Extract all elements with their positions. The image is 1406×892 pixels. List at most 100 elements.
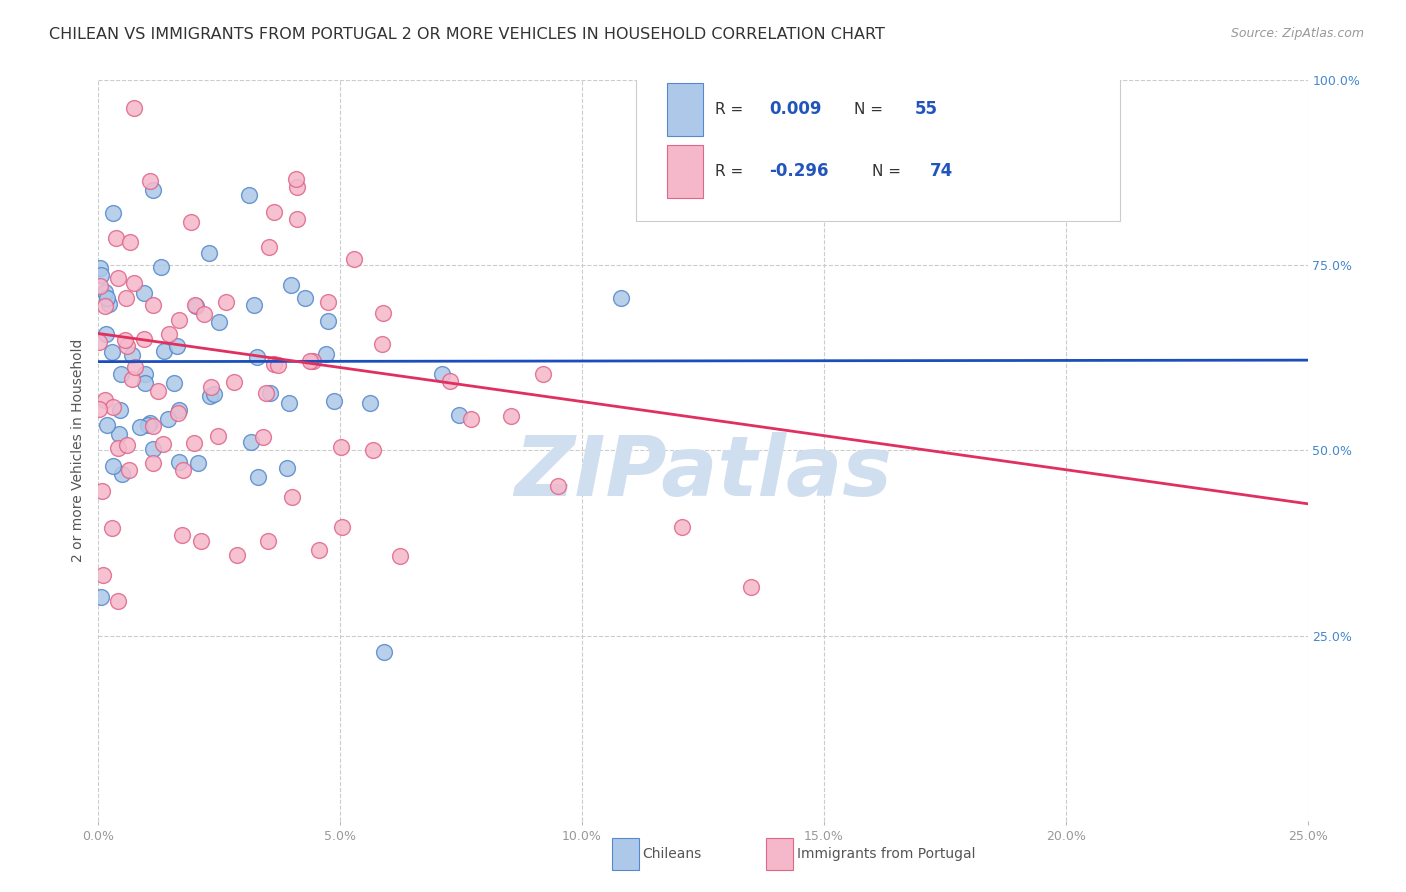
Point — [371, 306, 394, 320]
Point — [276, 461, 298, 475]
Point — [343, 252, 366, 266]
Point — [115, 438, 138, 452]
Point — [142, 442, 165, 456]
Point — [740, 580, 762, 594]
Point — [121, 348, 143, 362]
Point — [148, 384, 170, 398]
Point — [277, 395, 299, 409]
Point — [285, 211, 308, 226]
Point — [118, 463, 141, 477]
Point — [247, 470, 270, 484]
Point — [432, 367, 454, 381]
Point — [124, 276, 146, 290]
Point — [163, 376, 186, 391]
Point — [114, 333, 136, 347]
Text: R =: R = — [716, 164, 748, 178]
Point — [114, 291, 136, 305]
Point — [302, 353, 325, 368]
Point — [159, 327, 181, 342]
Point — [98, 297, 121, 311]
Point — [134, 376, 156, 390]
Point — [166, 406, 188, 420]
Point — [110, 402, 132, 417]
FancyBboxPatch shape — [637, 77, 1121, 221]
Point — [138, 174, 160, 188]
Point — [107, 593, 129, 607]
Point — [263, 205, 285, 219]
Point — [238, 188, 260, 202]
Point — [439, 374, 461, 388]
Point — [120, 235, 142, 249]
Point — [285, 180, 308, 194]
Text: 74: 74 — [931, 162, 953, 180]
Point — [90, 483, 112, 498]
Point — [240, 434, 263, 449]
Point — [128, 420, 150, 434]
Point — [153, 344, 176, 359]
Point — [447, 409, 470, 423]
Point — [263, 357, 285, 371]
Point — [207, 429, 229, 443]
Point — [94, 285, 117, 300]
Text: -0.296: -0.296 — [769, 162, 830, 180]
Text: ZIPatlas: ZIPatlas — [515, 432, 891, 513]
Text: CHILEAN VS IMMIGRANTS FROM PORTUGAL 2 OR MORE VEHICLES IN HOUSEHOLD CORRELATION : CHILEAN VS IMMIGRANTS FROM PORTUGAL 2 OR… — [49, 27, 886, 42]
Point — [167, 403, 190, 417]
Point — [142, 183, 165, 197]
Point — [107, 441, 129, 455]
Point — [609, 291, 631, 305]
Point — [318, 294, 340, 309]
Point — [122, 101, 145, 115]
Point — [149, 260, 172, 275]
Point — [101, 206, 124, 220]
Point — [91, 568, 114, 582]
FancyBboxPatch shape — [666, 145, 703, 198]
Text: N =: N = — [872, 164, 905, 178]
Point — [107, 270, 129, 285]
Point — [170, 528, 193, 542]
Point — [226, 548, 249, 562]
Point — [193, 307, 215, 321]
Point — [202, 386, 225, 401]
FancyBboxPatch shape — [666, 82, 703, 136]
Point — [124, 359, 146, 374]
Point — [222, 375, 245, 389]
Point — [96, 417, 118, 432]
Point — [89, 279, 111, 293]
Point — [671, 520, 693, 534]
Point — [90, 590, 112, 604]
Point — [359, 396, 381, 410]
Point — [103, 459, 125, 474]
Point — [198, 389, 221, 403]
Point — [183, 298, 205, 312]
Point — [252, 430, 274, 444]
Point — [134, 286, 156, 301]
Point — [94, 393, 117, 408]
Point — [531, 368, 554, 382]
Point — [156, 411, 179, 425]
Point — [315, 347, 337, 361]
Point — [257, 240, 280, 254]
Point — [299, 354, 322, 368]
Text: N =: N = — [855, 102, 889, 117]
Point — [389, 549, 412, 563]
Point — [285, 172, 308, 186]
Point — [280, 277, 302, 292]
Point — [329, 440, 352, 454]
Point — [183, 436, 205, 450]
Point — [198, 245, 221, 260]
Point — [169, 312, 191, 326]
Point — [172, 463, 194, 477]
Text: R =: R = — [716, 102, 748, 117]
Point — [254, 386, 277, 401]
Point — [180, 215, 202, 229]
Point — [499, 409, 522, 424]
Point — [373, 644, 395, 658]
Point — [90, 268, 112, 283]
Point — [96, 292, 118, 306]
Point — [94, 299, 117, 313]
Point — [104, 231, 127, 245]
Point — [110, 368, 132, 382]
Point — [89, 261, 111, 276]
Point — [89, 402, 111, 417]
